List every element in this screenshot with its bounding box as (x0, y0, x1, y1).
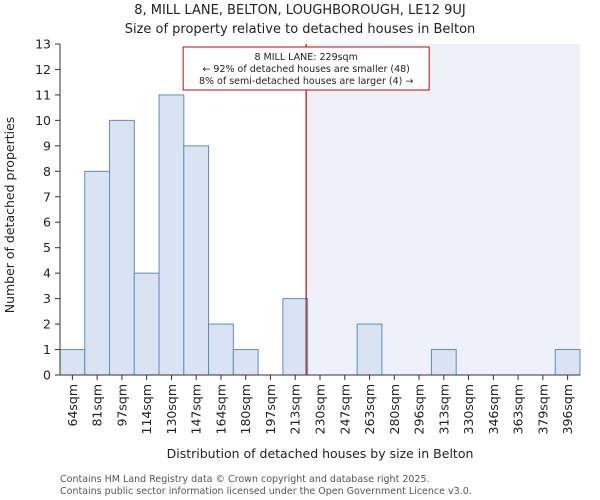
y-tick-label: 9 (43, 138, 51, 153)
bar-81sqm (84, 170, 111, 376)
x-tick-label: 346sqm (486, 384, 501, 434)
x-tick-label: 330sqm (461, 384, 476, 434)
y-tick-label: 3 (43, 291, 51, 306)
y-tick-label: 0 (43, 368, 51, 383)
x-tick-label: 147sqm (189, 384, 204, 434)
x-tick-label: 180sqm (238, 384, 253, 434)
y-tick-label: 12 (35, 62, 51, 77)
bar-147sqm (183, 145, 210, 376)
x-tick-label: 280sqm (387, 384, 402, 434)
x-tick-label: 213sqm (288, 384, 303, 434)
annotation-line-3: 8% of semi-detached houses are larger (4… (199, 76, 413, 87)
x-tick-label: 263sqm (362, 384, 377, 434)
y-tick-label: 8 (43, 164, 51, 179)
x-tick-label: 396sqm (560, 384, 575, 434)
y-tick-label: 13 (35, 37, 51, 52)
x-axis-title: Distribution of detached houses by size … (167, 446, 474, 461)
bar-313sqm (430, 349, 457, 376)
x-tick-label: 230sqm (313, 384, 328, 434)
x-tick-label: 313sqm (436, 384, 451, 434)
bar-396sqm (554, 349, 581, 376)
x-axis-ticks: 64sqm 81sqm 97sqm 114sqm 130sqm 147sqm 164sqm 1… (65, 375, 575, 434)
y-tick-label: 6 (43, 215, 51, 230)
x-tick-label: 164sqm (213, 384, 228, 434)
bar-114sqm (133, 272, 160, 376)
y-tick-label: 1 (43, 342, 51, 357)
x-tick-label: 81sqm (90, 384, 105, 427)
annotation-line-2: ← 92% of detached houses are smaller (48… (202, 64, 409, 75)
bar-164sqm (208, 323, 234, 376)
annotation-box (182, 46, 430, 91)
x-tick-label: 197sqm (263, 384, 278, 434)
bar-263sqm (356, 323, 383, 376)
larger-properties-shade (306, 44, 580, 375)
y-tick-label: 7 (43, 189, 51, 204)
bar-97sqm (109, 119, 135, 376)
x-tick-label: 97sqm (114, 384, 129, 427)
x-tick-label: 296sqm (412, 384, 427, 434)
bars-group (59, 94, 581, 376)
bar-130sqm (158, 94, 185, 376)
x-tick-label: 64sqm (65, 384, 80, 427)
footer-line-2: Contains public sector information licen… (60, 486, 472, 497)
y-axis-title: Number of detached properties (2, 117, 17, 314)
footer-line-1: Contains HM Land Registry data © Crown c… (60, 474, 430, 485)
x-tick-label: 114sqm (139, 384, 154, 434)
x-tick-label: 379sqm (535, 384, 550, 434)
bar-180sqm (232, 349, 259, 376)
y-tick-label: 5 (43, 240, 51, 255)
bar-64sqm (59, 349, 86, 376)
y-tick-label: 4 (43, 266, 51, 281)
bar-213sqm (282, 298, 309, 376)
annotation-line-1: 8 MILL LANE: 229sqm (254, 52, 357, 63)
y-tick-label: 11 (35, 87, 51, 102)
chart-title: 8, MILL LANE, BELTON, LOUGHBOROUGH, LE12… (134, 3, 466, 18)
x-tick-label: 247sqm (337, 384, 352, 434)
x-tick-label: 363sqm (511, 384, 526, 434)
x-tick-label: 130sqm (164, 384, 179, 434)
y-tick-label: 2 (43, 317, 51, 332)
chart-subtitle: Size of property relative to detached ho… (125, 22, 476, 37)
y-tick-label: 10 (35, 113, 51, 128)
